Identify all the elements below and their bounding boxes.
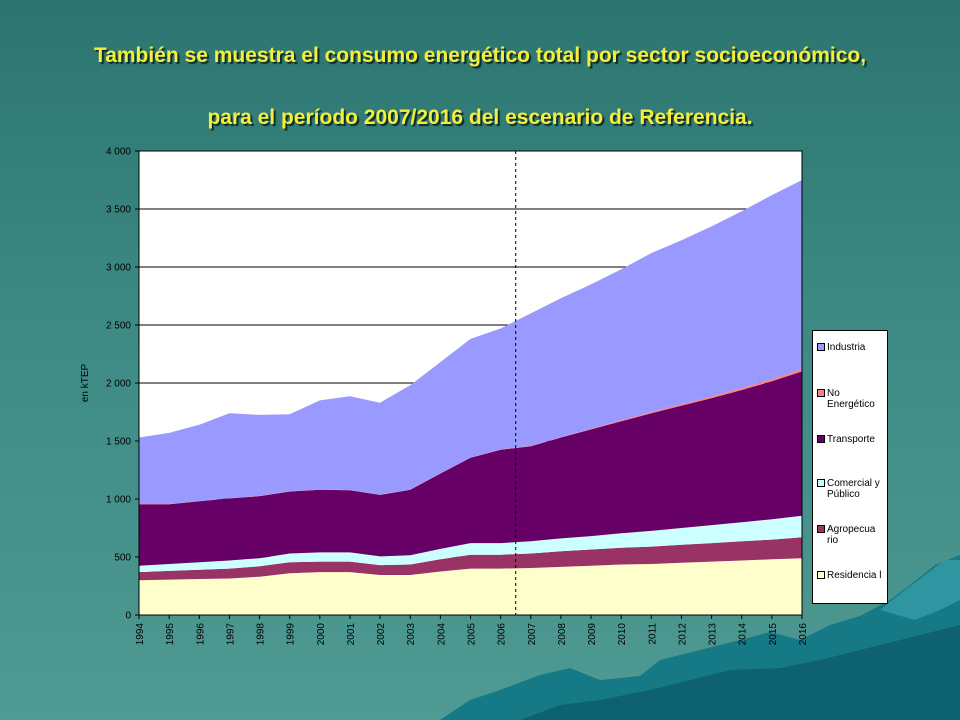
y-tick-label: 2 500 bbox=[106, 321, 131, 332]
area-series bbox=[139, 180, 802, 615]
x-tick-label: 1997 bbox=[225, 623, 236, 646]
legend-item-transporte: Transporte bbox=[817, 434, 887, 445]
x-axis-ticks: 1994 1995 1996 1997 1998 1999 2000 2001 2002 2003… bbox=[135, 615, 809, 645]
slide-title-line-1: También se muestra el consumo energético… bbox=[93, 44, 867, 67]
x-tick-label: 1995 bbox=[165, 623, 176, 646]
legend-item-comercial-publico: Comercial y Público bbox=[817, 478, 887, 500]
x-tick-label: 2016 bbox=[798, 623, 809, 646]
x-tick-label: 2004 bbox=[436, 623, 447, 646]
legend-item-residencial: Residencia l bbox=[817, 570, 887, 581]
legend-swatch bbox=[817, 479, 825, 487]
x-tick-label: 1998 bbox=[256, 623, 267, 646]
legend-item-agropecuario: Agropecua rio bbox=[817, 524, 887, 546]
legend-label: Residencia l bbox=[827, 570, 882, 581]
x-tick-label: 2007 bbox=[527, 623, 538, 646]
y-tick-label: 4 000 bbox=[106, 147, 131, 158]
y-tick-label: 0 bbox=[125, 611, 131, 622]
y-axis-label: en kTEP bbox=[80, 364, 91, 403]
x-tick-label: 2009 bbox=[587, 623, 598, 646]
legend-label: Agropecua rio bbox=[827, 524, 876, 546]
x-tick-label: 2000 bbox=[316, 623, 327, 646]
x-tick-label: 1994 bbox=[135, 623, 146, 646]
y-tick-label: 2 000 bbox=[106, 379, 131, 390]
legend-item-industria: Industria bbox=[817, 342, 887, 353]
legend-swatch bbox=[817, 343, 825, 351]
x-tick-label: 1999 bbox=[286, 623, 297, 646]
legend-swatch bbox=[817, 571, 825, 579]
legend-label: Industria bbox=[827, 342, 866, 353]
legend-label: No Energético bbox=[827, 388, 875, 410]
x-tick-label: 2008 bbox=[557, 623, 568, 646]
y-axis-ticks: 0 500 1 000 1 500 2 000 2 500 3 000 3 500 4 000 bbox=[106, 147, 139, 622]
x-tick-label: 2014 bbox=[738, 623, 749, 646]
legend-label: Transporte bbox=[827, 434, 875, 445]
y-tick-label: 1 000 bbox=[106, 495, 131, 506]
y-tick-label: 3 500 bbox=[106, 205, 131, 216]
legend-item-no-energetico: No Energético bbox=[817, 388, 887, 410]
x-tick-label: 1996 bbox=[195, 623, 206, 646]
area-transporte bbox=[139, 371, 802, 566]
area-agropecua-rio bbox=[139, 537, 802, 581]
x-tick-label: 2012 bbox=[677, 623, 688, 646]
chart-legend: Industria No Energético Transporte Comer… bbox=[812, 330, 888, 604]
area-comercial-y-público bbox=[139, 515, 802, 573]
legend-swatch bbox=[817, 525, 825, 533]
legend-swatch bbox=[817, 389, 825, 397]
area-industria bbox=[139, 180, 802, 504]
legend-swatch bbox=[817, 435, 825, 443]
x-tick-label: 2003 bbox=[406, 623, 417, 646]
x-tick-label: 2006 bbox=[497, 623, 508, 646]
x-tick-label: 2010 bbox=[617, 623, 628, 646]
y-tick-label: 500 bbox=[114, 553, 131, 564]
slide-title-line-2: para el período 2007/2016 del escenario … bbox=[207, 106, 753, 129]
legend-label: Comercial y Público bbox=[827, 478, 880, 500]
x-tick-label: 2015 bbox=[768, 623, 779, 646]
x-tick-label: 2011 bbox=[647, 623, 658, 645]
y-tick-label: 3 000 bbox=[106, 263, 131, 274]
x-tick-label: 2005 bbox=[467, 623, 478, 646]
x-tick-label: 2001 bbox=[346, 623, 357, 646]
area-residencia-l bbox=[139, 558, 802, 615]
x-tick-label: 2013 bbox=[708, 623, 719, 646]
y-tick-label: 1 500 bbox=[106, 437, 131, 448]
x-tick-label: 2002 bbox=[376, 623, 387, 646]
